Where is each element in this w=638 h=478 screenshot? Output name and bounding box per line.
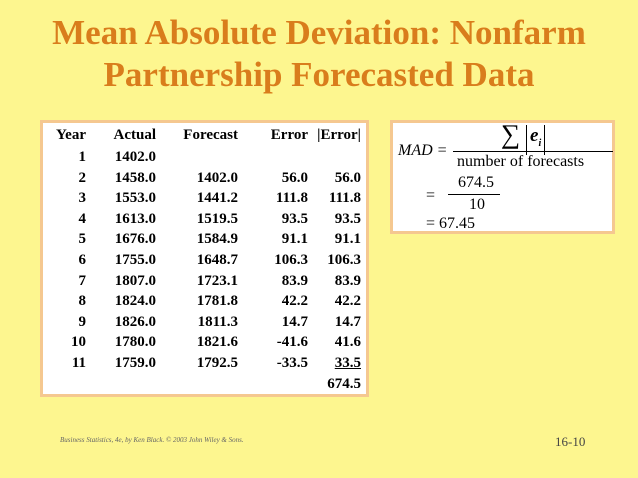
cell-abs-error: 42.2 bbox=[334, 293, 361, 310]
cell-error: 14.7 bbox=[281, 313, 308, 330]
table-header-row: Year Actual Forecast Error |Error| bbox=[43, 124, 366, 146]
cell-actual: 1402.0 bbox=[114, 149, 156, 165]
error-subscript: i bbox=[538, 137, 542, 149]
step-equals: = bbox=[426, 187, 436, 204]
slide-title-line-1: Mean Absolute Deviation: Nonfarm bbox=[52, 13, 586, 52]
cell-error: -41.6 bbox=[276, 334, 308, 351]
cell-error: 111.8 bbox=[275, 190, 308, 207]
cell-year: 9 bbox=[78, 313, 87, 330]
sigma-symbol: ∑ bbox=[501, 119, 521, 149]
cell-abs-error: 106.3 bbox=[327, 252, 361, 268]
cell-forecast: 1792.5 bbox=[196, 355, 238, 371]
cell-actual: 1755.0 bbox=[114, 252, 156, 268]
cell-year: 8 bbox=[78, 293, 87, 310]
formula-denominator: number of forecasts bbox=[457, 153, 585, 170]
cell-year: 11 bbox=[71, 355, 86, 371]
slide-title-line-2: Partnership Forecasted Data bbox=[103, 55, 535, 94]
table-row: 8 1824.0 1781.8 42.2 42.2 bbox=[43, 290, 366, 312]
cell-forecast: 1781.8 bbox=[196, 293, 238, 310]
cell-actual: 1613.0 bbox=[114, 210, 156, 227]
cell-abs-error: 56.0 bbox=[334, 169, 361, 186]
slide-title: Mean Absolute Deviation: Nonfarm Partner… bbox=[0, 12, 638, 96]
abs-error-total: 674.5 bbox=[327, 376, 361, 392]
cell-abs-error: 91.1 bbox=[334, 231, 361, 248]
table-row: 1 1402.0 bbox=[43, 146, 366, 168]
table-row: 6 1755.0 1648.7 106.3 106.3 bbox=[43, 249, 366, 271]
cell-year: 10 bbox=[71, 334, 86, 351]
cell-error: 93.5 bbox=[281, 210, 308, 227]
step-denominator: 10 bbox=[469, 196, 485, 213]
cell-forecast: 1723.1 bbox=[196, 272, 238, 289]
cell-actual: 1553.0 bbox=[114, 190, 156, 207]
cell-error: 106.3 bbox=[274, 252, 308, 268]
page-number: 16-10 bbox=[555, 434, 586, 449]
cell-abs-error: 83.9 bbox=[334, 272, 361, 289]
cell-year: 1 bbox=[78, 149, 87, 165]
cell-year: 5 bbox=[78, 231, 87, 248]
table-row: 9 1826.0 1811.3 14.7 14.7 bbox=[43, 311, 366, 333]
cell-error: 91.1 bbox=[281, 231, 308, 248]
table-row: 4 1613.0 1519.5 93.5 93.5 bbox=[43, 208, 366, 230]
cell-abs-error: 14.7 bbox=[334, 313, 361, 330]
cell-error: 42.2 bbox=[281, 293, 308, 310]
cell-year: 3 bbox=[78, 190, 87, 207]
table-total-row: 674.5 bbox=[43, 373, 366, 395]
cell-forecast: 1402.0 bbox=[196, 169, 238, 186]
header-actual: Actual bbox=[113, 127, 157, 143]
table-row: 2 1458.0 1402.0 56.0 56.0 bbox=[43, 167, 366, 189]
cell-year: 7 bbox=[78, 272, 87, 289]
cell-forecast: 1811.3 bbox=[197, 313, 238, 330]
table-row: 11 1759.0 1792.5 -33.5 33.5 bbox=[43, 352, 366, 374]
formula-lhs: MAD = bbox=[398, 142, 448, 159]
cell-forecast: 1648.7 bbox=[196, 252, 238, 268]
cell-actual: 1759.0 bbox=[114, 355, 156, 371]
error-variable: e bbox=[530, 125, 539, 146]
step-numerator: 674.5 bbox=[458, 174, 494, 191]
cell-actual: 1826.0 bbox=[114, 313, 156, 330]
step-fraction-bar bbox=[448, 194, 500, 195]
cell-error: 83.9 bbox=[281, 272, 308, 289]
cell-actual: 1458.0 bbox=[114, 169, 156, 186]
cell-forecast: 1441.2 bbox=[196, 190, 238, 207]
cell-error: 56.0 bbox=[281, 169, 308, 186]
cell-abs-error: 33.5 bbox=[334, 355, 361, 371]
header-year: Year bbox=[56, 127, 86, 143]
table-row: 7 1807.0 1723.1 83.9 83.9 bbox=[43, 270, 366, 292]
cell-actual: 1807.0 bbox=[114, 272, 156, 289]
header-abs-error: |Error| bbox=[317, 127, 361, 143]
forecast-table: Year Actual Forecast Error |Error| 1 1402… bbox=[40, 120, 369, 397]
mad-fraction-bar bbox=[453, 151, 613, 152]
cell-actual: 1824.0 bbox=[114, 293, 156, 310]
cell-actual: 1676.0 bbox=[114, 231, 156, 248]
header-error: Error bbox=[270, 127, 308, 143]
mad-formula-box: MAD = ∑ ei number of forecasts = 674.5 1… bbox=[390, 119, 615, 234]
abs-error-term: ei bbox=[526, 125, 546, 155]
table-row: 10 1780.0 1821.6 -41.6 41.6 bbox=[43, 331, 366, 353]
cell-year: 6 bbox=[78, 252, 87, 268]
cell-abs-error: 41.6 bbox=[334, 334, 361, 351]
cell-year: 4 bbox=[78, 210, 87, 227]
cell-actual: 1780.0 bbox=[114, 334, 156, 351]
cell-forecast: 1584.9 bbox=[196, 231, 238, 248]
header-forecast: Forecast bbox=[183, 127, 238, 143]
cell-abs-error: 93.5 bbox=[334, 210, 361, 227]
table-row: 3 1553.0 1441.2 111.8 111.8 bbox=[43, 187, 366, 209]
mad-result: = 67.45 bbox=[426, 215, 476, 232]
cell-abs-error: 111.8 bbox=[328, 190, 361, 207]
cell-forecast: 1519.5 bbox=[196, 210, 238, 227]
footer-citation: Business Statistics, 4e, by Ken Black. ©… bbox=[60, 436, 244, 444]
cell-year: 2 bbox=[78, 169, 87, 186]
table-row: 5 1676.0 1584.9 91.1 91.1 bbox=[43, 228, 366, 250]
cell-error: -33.5 bbox=[276, 355, 308, 371]
cell-forecast: 1821.6 bbox=[196, 334, 238, 351]
